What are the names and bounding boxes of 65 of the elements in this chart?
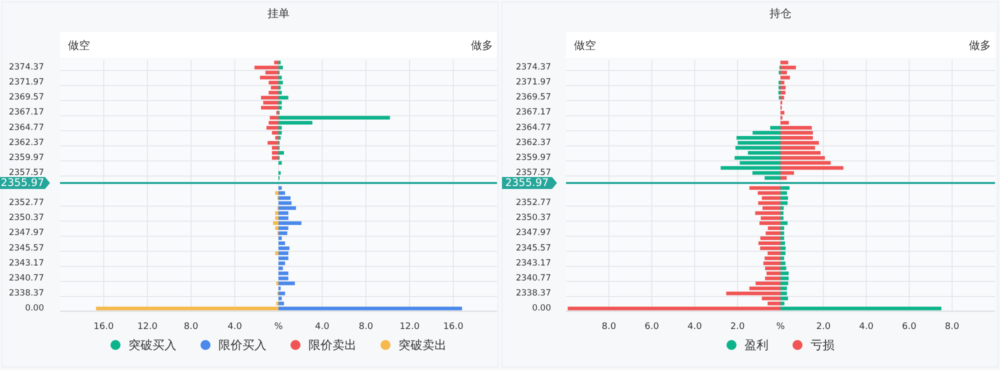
chart-title: 挂单 <box>268 7 290 20</box>
x-tick-label: 8.0 <box>184 322 199 332</box>
y-tick-label: 0.00 <box>25 303 44 314</box>
y-tick-label: 2340.77 <box>516 273 551 284</box>
y-tick-label: 2350.37 <box>8 213 44 224</box>
y-tick-label: 0.00 <box>532 303 551 314</box>
y-tick-label: 2364.77 <box>516 122 551 133</box>
x-tick-label: 2.0 <box>816 322 831 332</box>
chart-title: 持仓 <box>770 7 792 20</box>
x-tick-label: 12.0 <box>137 322 158 332</box>
y-tick-label: 2369.57 <box>8 92 44 103</box>
y-tick-label: 2340.77 <box>8 273 44 284</box>
x-tick-label: 8.0 <box>602 322 616 332</box>
y-tick-label: 2371.97 <box>516 78 551 88</box>
y-tick-label: 2367.17 <box>8 108 44 118</box>
x-tick-label: 6.0 <box>902 322 917 332</box>
x-tick-label: % <box>274 322 284 332</box>
y-tick-label: 2347.97 <box>8 228 44 238</box>
x-tick-label: % <box>776 322 786 332</box>
legend-label: 限价卖出 <box>308 338 356 352</box>
x-tick-label: 4.0 <box>228 322 242 332</box>
legend-label: 限价买入 <box>218 338 266 352</box>
y-tick-label: 2367.17 <box>516 108 551 118</box>
y-tick-label: 2338.37 <box>516 288 551 298</box>
legend-label: 突破卖出 <box>398 338 446 352</box>
y-tick-label: 2350.37 <box>516 213 551 224</box>
legend-label: 亏损 <box>810 338 834 352</box>
y-tick-label: 2343.17 <box>8 258 44 268</box>
legend-label: 盈利 <box>744 338 768 352</box>
y-tick-label: 2359.97 <box>516 152 551 163</box>
x-tick-label: 2.0 <box>730 322 746 332</box>
y-tick-label: 2359.97 <box>8 152 44 163</box>
y-tick-label: 2362.37 <box>516 138 551 148</box>
x-tick-label: 12.0 <box>400 322 420 332</box>
x-tick-label: 6.0 <box>644 322 660 332</box>
y-tick-label: 2357.57 <box>8 168 44 178</box>
y-tick-label: 2369.57 <box>516 92 551 103</box>
y-tick-label: 2371.97 <box>8 78 44 88</box>
y-tick-label: 2352.77 <box>8 198 44 208</box>
y-tick-label: 2362.37 <box>8 138 44 148</box>
x-tick-label: 4.0 <box>688 322 702 332</box>
text: 做空 <box>68 39 90 52</box>
x-tick-label: 8.0 <box>358 322 374 332</box>
y-tick-label: 2338.37 <box>8 288 44 298</box>
text: 做空 <box>574 39 596 52</box>
text: 做多 <box>969 39 991 52</box>
x-tick-label: 4.0 <box>859 322 874 332</box>
text: 做多 <box>471 39 493 52</box>
y-tick-label: 2364.77 <box>8 122 44 133</box>
bar <box>275 251 278 256</box>
y-tick-label: 2357.57 <box>516 168 551 178</box>
x-tick-label: 16.0 <box>94 322 114 332</box>
x-tick-label: 16.0 <box>443 322 464 332</box>
x-tick-label: 8.0 <box>944 322 960 332</box>
y-tick-label: 2355.97 <box>0 176 44 189</box>
y-tick-label: 2374.37 <box>516 62 551 73</box>
y-tick-label: 2352.77 <box>516 198 551 208</box>
legend-label: 突破买入 <box>128 338 176 352</box>
y-tick-label: 2345.57 <box>516 243 551 254</box>
y-tick-label: 2343.17 <box>516 258 551 268</box>
x-tick-label: 4.0 <box>315 322 330 332</box>
y-tick-label: 2347.97 <box>516 228 551 238</box>
y-tick-label: 2345.57 <box>8 243 44 254</box>
y-tick-label: 2355.97 <box>505 176 549 189</box>
y-tick-label: 2374.37 <box>8 62 44 73</box>
